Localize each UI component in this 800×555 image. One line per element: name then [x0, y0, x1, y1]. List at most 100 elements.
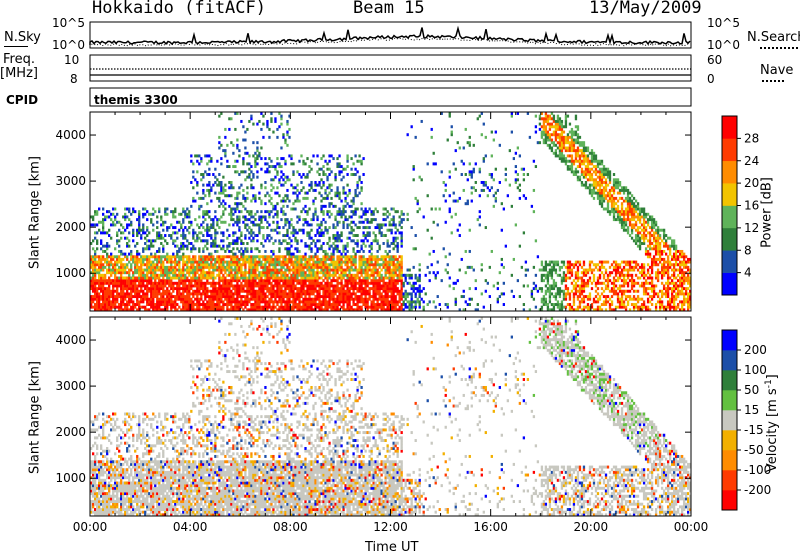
power-cell — [419, 208, 421, 211]
power-cell — [270, 306, 272, 309]
power-cell — [112, 295, 114, 298]
power-cell — [481, 133, 483, 136]
power-cell — [264, 292, 266, 295]
power-cell — [342, 303, 344, 306]
power-cell — [214, 303, 216, 306]
power-cell — [314, 287, 316, 290]
power-cell — [228, 181, 230, 184]
power-cell — [555, 133, 557, 136]
power-cell — [298, 200, 300, 203]
power-cell — [272, 292, 274, 295]
power-cell — [156, 250, 158, 253]
power-cell — [190, 282, 192, 285]
power-cell — [354, 154, 356, 157]
power-cell — [196, 269, 198, 272]
power-cell — [393, 277, 395, 280]
power-cell — [94, 282, 96, 285]
power-cell — [238, 186, 240, 189]
power-cell — [244, 290, 246, 293]
power-cell — [150, 271, 152, 274]
power-cell — [92, 263, 94, 266]
power-cell — [288, 247, 290, 250]
power-cell — [290, 223, 292, 226]
power-cell — [92, 284, 94, 287]
cpid-panel — [90, 88, 691, 106]
power-cell — [366, 303, 368, 306]
power-cell — [280, 269, 282, 272]
power-cell — [174, 274, 176, 277]
power-cell — [346, 277, 348, 280]
power-cell — [525, 274, 527, 277]
power-cell — [344, 197, 346, 200]
power-cell — [320, 271, 322, 274]
power-cell — [302, 274, 304, 277]
power-cell — [429, 300, 431, 303]
power-cell — [276, 290, 278, 293]
power-cell — [270, 295, 272, 298]
power-cell — [150, 279, 152, 282]
power-cell — [328, 263, 330, 266]
power-cell — [350, 298, 352, 301]
power-cell — [551, 303, 553, 306]
power-cell — [186, 208, 188, 211]
power-cell — [533, 282, 535, 285]
power-cell — [336, 271, 338, 274]
power-cell — [132, 306, 134, 309]
power-cell — [310, 266, 312, 269]
power-cell — [112, 282, 114, 285]
power-cell — [190, 271, 192, 274]
power-cell — [378, 229, 380, 232]
power-cell — [108, 292, 110, 295]
power-cell — [248, 266, 250, 269]
power-cell — [256, 306, 258, 309]
power-cell — [328, 245, 330, 248]
power-cell — [170, 287, 172, 290]
power-cell — [240, 263, 242, 266]
power-cell — [136, 277, 138, 280]
power-cell — [162, 245, 164, 248]
power-cell — [280, 115, 282, 118]
power-cell — [188, 255, 190, 258]
power-cell — [242, 189, 244, 192]
power-cell — [176, 221, 178, 224]
power-cell — [449, 284, 451, 287]
power-cell — [366, 258, 368, 261]
power-cell — [174, 245, 176, 248]
power-cell — [146, 234, 148, 237]
power-cell — [395, 210, 397, 213]
power-cell — [276, 284, 278, 287]
power-cell — [280, 298, 282, 301]
power-cell — [108, 215, 110, 218]
power-cell — [124, 277, 126, 280]
power-cell — [186, 295, 188, 298]
power-cell — [545, 298, 547, 301]
power-cell — [196, 160, 198, 163]
power-cell — [224, 189, 226, 192]
power-cell — [425, 274, 427, 277]
power-cell — [487, 194, 489, 197]
power-cell — [322, 266, 324, 269]
power-cell — [308, 234, 310, 237]
power-cell — [561, 152, 563, 155]
power-cell — [278, 165, 280, 168]
power-cell — [320, 200, 322, 203]
power-cell — [292, 253, 294, 256]
power-cell — [316, 255, 318, 258]
power-cell — [128, 277, 130, 280]
power-cell — [156, 234, 158, 237]
power-cell — [431, 136, 433, 139]
power-cell — [240, 277, 242, 280]
power-cell — [382, 258, 384, 261]
power-cell — [366, 231, 368, 234]
power-cell — [220, 290, 222, 293]
power-cell — [272, 178, 274, 181]
power-cell — [262, 237, 264, 240]
power-cell — [360, 160, 362, 163]
power-cell — [106, 215, 108, 218]
power-cell — [551, 141, 553, 144]
power-cell — [216, 287, 218, 290]
power-cell — [160, 234, 162, 237]
power-cell — [437, 223, 439, 226]
power-cell — [260, 157, 262, 160]
power-cell — [246, 128, 248, 131]
